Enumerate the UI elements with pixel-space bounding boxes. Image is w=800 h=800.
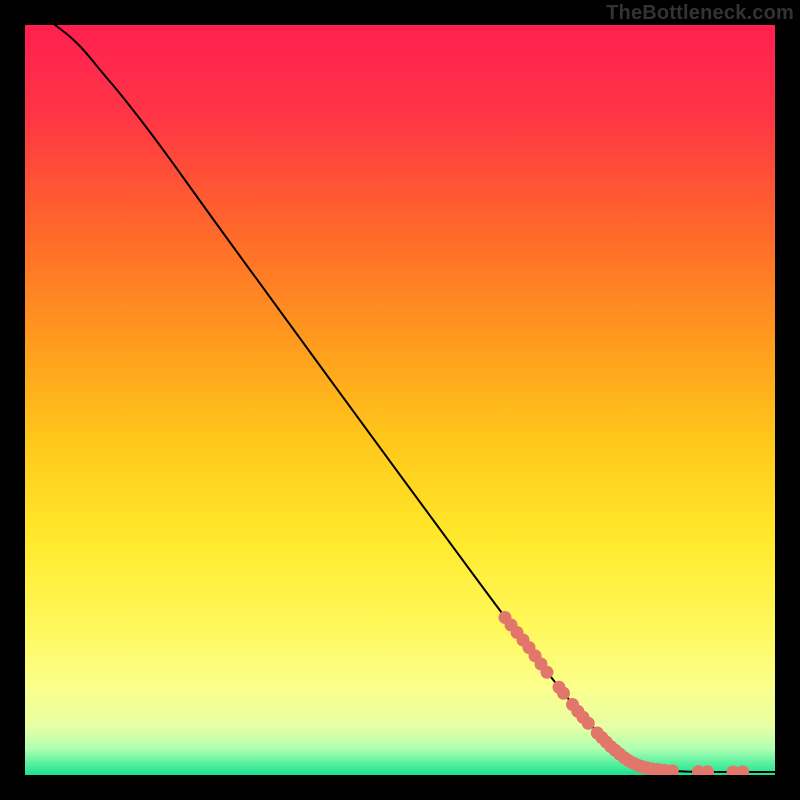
plot-area	[25, 25, 775, 775]
chart-svg	[25, 25, 775, 775]
data-marker	[557, 687, 570, 700]
page-root: TheBottleneck.com	[0, 0, 800, 800]
gradient-background	[25, 25, 775, 775]
watermark-text: TheBottleneck.com	[606, 2, 794, 25]
data-marker	[541, 666, 554, 679]
data-marker	[582, 717, 595, 730]
